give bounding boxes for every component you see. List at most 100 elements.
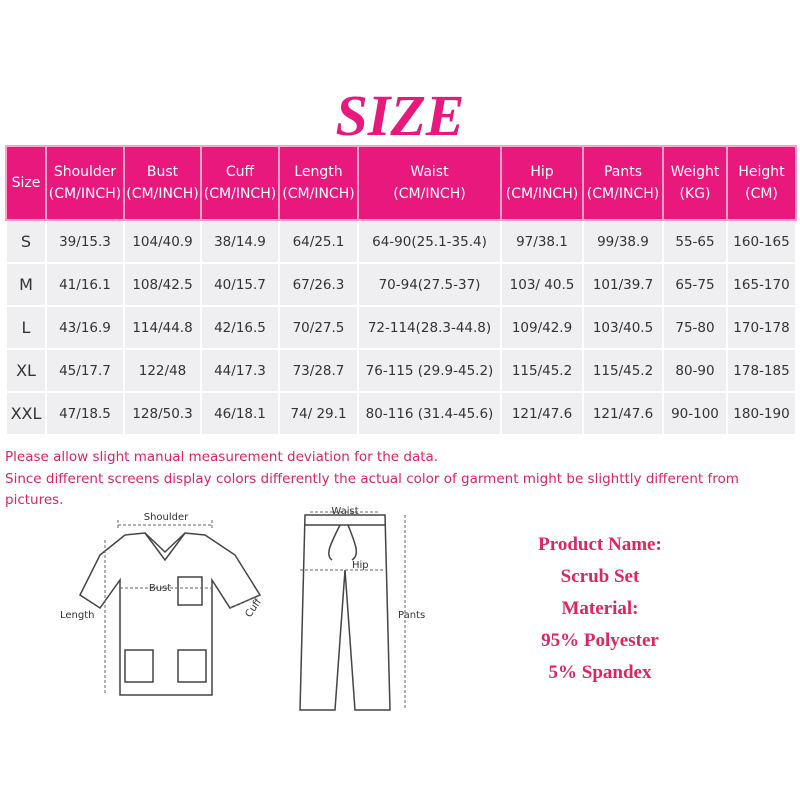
table-cell: 64-90(25.1-35.4) <box>357 219 502 264</box>
table-cell: 80-116 (31.4-45.6) <box>357 391 502 436</box>
label-bust: Bust <box>149 583 171 594</box>
table-cell: 108/42.5 <box>123 262 202 307</box>
header-cell: Waist (CM/INCH) <box>357 145 502 221</box>
table-cell: 76-115 (29.9-45.2) <box>357 348 502 393</box>
label-cuff: Cuff <box>243 596 264 620</box>
header-text: Shoulder <box>53 164 117 180</box>
label-hip: Hip <box>352 560 369 571</box>
size-cell: XL <box>5 348 47 393</box>
product-line: 95% Polyester <box>541 630 659 651</box>
header-text: Weight <box>670 164 720 180</box>
table-cell: 47/18.5 <box>45 391 125 436</box>
table-cell: 165-170 <box>726 262 797 307</box>
header-cell: Height (CM) <box>726 145 797 221</box>
header-text: Size <box>11 175 41 191</box>
table-cell: 38/14.9 <box>200 219 280 264</box>
table-cell: 103/ 40.5 <box>500 262 584 307</box>
table-cell: 74/ 29.1 <box>278 391 359 436</box>
table-cell: 101/39.7 <box>582 262 664 307</box>
table-cell: 39/15.3 <box>45 219 125 264</box>
table-cell: 67/26.3 <box>278 262 359 307</box>
table-row: L 43/16.9 114/44.8 42/16.5 70/27.5 72-114(28.… <box>5 305 797 350</box>
header-text: (CM/INCH) <box>505 186 579 202</box>
note: Please allow slight manual measurement d… <box>5 449 439 465</box>
table-cell: 109/42.9 <box>500 305 584 350</box>
product-line: 5% Spandex <box>548 662 652 683</box>
header-text: (CM/INCH) <box>393 186 466 202</box>
table-body: S 39/15.3 104/40.9 38/14.9 64/25.1 64-90(25.1… <box>5 219 797 436</box>
table-cell: 73/28.7 <box>278 348 359 393</box>
header-cell: Hip (CM/INCH) <box>500 145 584 221</box>
note: pictures. <box>5 492 64 508</box>
header-cell: Pants (CM/INCH) <box>582 145 664 221</box>
header-text: (CM/INCH) <box>126 186 199 202</box>
title: SIZE <box>335 83 465 148</box>
size-cell: S <box>5 219 47 264</box>
table-row: S 39/15.3 104/40.9 38/14.9 64/25.1 64-90(25.1… <box>5 219 797 264</box>
note: Since different screens display colors d… <box>5 471 739 487</box>
table-cell: 41/16.1 <box>45 262 125 307</box>
table-cell: 170-178 <box>726 305 797 350</box>
header-row: Size Shoulder (CM/INCH) Bust (CM/INCH) Cuff (C… <box>5 145 797 221</box>
table-cell: 99/38.9 <box>582 219 664 264</box>
size-cell: L <box>5 305 47 350</box>
table-cell: 103/40.5 <box>582 305 664 350</box>
size-table: Size Shoulder (CM/INCH) Bust (CM/INCH) Cuff (C… <box>5 145 797 436</box>
header-text: (CM/INCH) <box>203 186 277 202</box>
table-cell: 115/45.2 <box>500 348 584 393</box>
table-cell: 55-65 <box>662 219 728 264</box>
header-cell: Shoulder (CM/INCH) <box>45 145 125 221</box>
label-shoulder: Shoulder <box>144 512 189 523</box>
table-cell: 80-90 <box>662 348 728 393</box>
garment-diagram: Shoulder Bust Cuff Length Waist Hip Pant… <box>60 506 425 711</box>
table-cell: 65-75 <box>662 262 728 307</box>
table-cell: 160-165 <box>726 219 797 264</box>
table-row: XXL 47/18.5 128/50.3 46/18.1 74/ 29.1 80-116 … <box>5 391 797 436</box>
header-text: (CM/INCH) <box>282 186 355 202</box>
header-cell: Weight (KG) <box>662 145 728 221</box>
header-text: Pants <box>603 164 643 180</box>
table-cell: 180-190 <box>726 391 797 436</box>
table-cell: 114/44.8 <box>123 305 202 350</box>
table-cell: 43/16.9 <box>45 305 125 350</box>
table-cell: 104/40.9 <box>123 219 202 264</box>
table-cell: 46/18.1 <box>200 391 280 436</box>
header-text: (CM) <box>745 186 778 202</box>
header-text: Cuff <box>225 164 255 180</box>
table-cell: 121/47.6 <box>500 391 584 436</box>
table-cell: 40/15.7 <box>200 262 280 307</box>
product-line: Scrub Set <box>560 566 640 587</box>
header-cell: Length (CM/INCH) <box>278 145 359 221</box>
table-row: M 41/16.1 108/42.5 40/15.7 67/26.3 70-94(27.5… <box>5 262 797 307</box>
table-cell: 44/17.3 <box>200 348 280 393</box>
header-text: Length <box>294 164 343 180</box>
table-cell: 90-100 <box>662 391 728 436</box>
table-cell: 70/27.5 <box>278 305 359 350</box>
header-text: (CM/INCH) <box>586 186 660 202</box>
header-cell: Bust (CM/INCH) <box>123 145 202 221</box>
table-cell: 122/48 <box>123 348 202 393</box>
header-text: Hip <box>530 164 554 180</box>
size-cell: XXL <box>5 391 47 436</box>
label-waist: Waist <box>331 506 358 517</box>
table-cell: 97/38.1 <box>500 219 584 264</box>
table-cell: 64/25.1 <box>278 219 359 264</box>
table-cell: 178-185 <box>726 348 797 393</box>
label-pants: Pants <box>398 610 425 621</box>
table-cell: 70-94(27.5-37) <box>357 262 502 307</box>
header-text: Waist <box>410 164 449 180</box>
table-cell: 42/16.5 <box>200 305 280 350</box>
product-line: Material: <box>561 598 639 619</box>
table-cell: 128/50.3 <box>123 391 202 436</box>
table-cell: 115/45.2 <box>582 348 664 393</box>
product-line: Product Name: <box>538 534 662 555</box>
size-cell: M <box>5 262 47 307</box>
header-text: (CM/INCH) <box>48 186 122 202</box>
header-text: Bust <box>146 164 179 180</box>
table-cell: 121/47.6 <box>582 391 664 436</box>
table-cell: 45/17.7 <box>45 348 125 393</box>
header-text: (KG) <box>679 186 711 202</box>
table-row: XL 45/17.7 122/48 44/17.3 73/28.7 76-115 (29.… <box>5 348 797 393</box>
table-cell: 72-114(28.3-44.8) <box>357 305 502 350</box>
